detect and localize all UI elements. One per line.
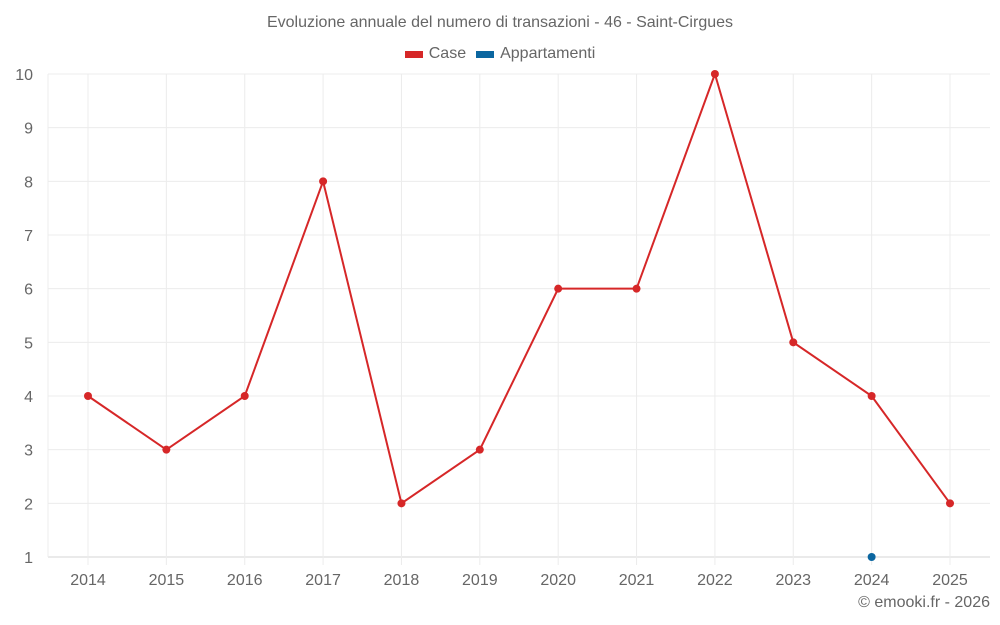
y-tick-label: 9 <box>24 121 33 138</box>
data-point-case[interactable] <box>397 499 406 508</box>
data-point-case[interactable] <box>475 445 484 454</box>
data-point-case[interactable] <box>946 499 954 508</box>
data-point-case[interactable] <box>554 284 563 293</box>
y-tick-label: 4 <box>24 389 33 406</box>
data-point-case[interactable] <box>789 338 798 347</box>
chart-title: Evoluzione annuale del numero di transaz… <box>266 14 734 31</box>
legend-label-case: Case <box>428 45 467 62</box>
x-tick-label: 2019 <box>462 572 498 589</box>
legend-label-appartamenti: Appartamenti <box>500 45 596 62</box>
y-tick-label: 7 <box>24 228 33 245</box>
y-tick-label: 1 <box>24 550 33 567</box>
x-tick-label: 2024 <box>854 572 890 589</box>
legend-swatch-case <box>404 50 423 58</box>
x-tick-label: 2023 <box>775 572 811 589</box>
series-line-case <box>87 70 951 505</box>
x-tick-label: 2021 <box>619 572 655 589</box>
x-tick-label: 2015 <box>149 572 185 589</box>
data-point-case[interactable] <box>84 392 92 400</box>
legend: Case Appartamenti <box>0 45 1000 63</box>
x-tick-label: 2014 <box>70 572 106 589</box>
data-point-case[interactable] <box>240 392 249 400</box>
data-point-case[interactable] <box>319 177 328 186</box>
y-tick-label: 3 <box>24 443 33 460</box>
data-point-case[interactable] <box>710 70 719 78</box>
y-tick-label: 8 <box>24 174 33 191</box>
y-tick-label: 6 <box>24 282 33 299</box>
x-tick-label: 2016 <box>227 572 263 589</box>
x-tick-label: 2025 <box>932 572 968 589</box>
data-point-case[interactable] <box>867 392 876 400</box>
data-point-appartamenti[interactable] <box>867 553 876 561</box>
data-point-case[interactable] <box>632 284 641 293</box>
x-tick-label: 2017 <box>305 572 341 589</box>
legend-item-case[interactable]: Case <box>404 45 467 63</box>
x-tick-label: 2018 <box>384 572 420 589</box>
data-point-case[interactable] <box>162 445 171 454</box>
y-tick-label: 2 <box>24 496 33 513</box>
y-tick-label: 10 <box>15 67 33 84</box>
legend-item-appartamenti[interactable]: Appartamenti <box>476 45 595 63</box>
x-tick-label: 2022 <box>697 572 733 589</box>
legend-swatch-appartamenti <box>476 50 495 58</box>
y-tick-label: 5 <box>24 335 33 352</box>
x-tick-label: 2020 <box>540 572 576 589</box>
copyright-credit: © emooki.fr - 2026 <box>858 594 990 611</box>
